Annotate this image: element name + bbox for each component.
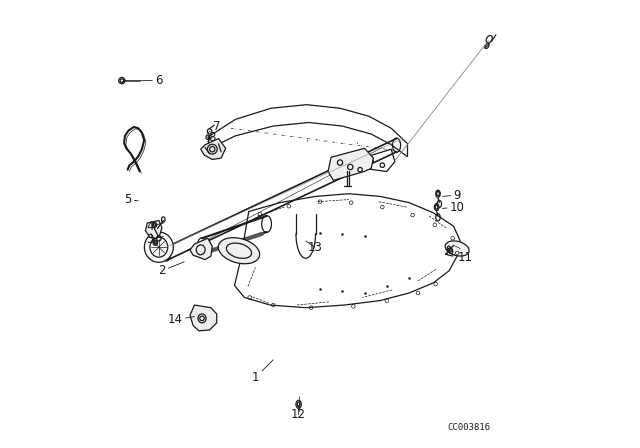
Text: 14: 14	[168, 313, 195, 326]
Text: 1: 1	[252, 360, 273, 384]
Polygon shape	[190, 238, 212, 260]
Text: 13: 13	[306, 241, 322, 254]
Text: 10: 10	[442, 201, 465, 214]
Text: 2: 2	[158, 262, 184, 277]
Polygon shape	[145, 220, 162, 238]
Text: 11: 11	[452, 251, 472, 264]
Text: 6: 6	[124, 74, 163, 87]
Polygon shape	[190, 305, 217, 331]
Text: 3: 3	[146, 233, 163, 246]
Ellipse shape	[218, 238, 260, 264]
Text: CC003816: CC003816	[447, 423, 491, 432]
Text: 9: 9	[442, 189, 461, 202]
Ellipse shape	[145, 232, 173, 262]
Polygon shape	[201, 138, 226, 159]
Text: 4: 4	[146, 220, 163, 233]
Polygon shape	[328, 148, 373, 181]
Text: 7: 7	[208, 121, 220, 134]
Ellipse shape	[445, 241, 469, 256]
Text: 12: 12	[291, 405, 306, 421]
Text: 8: 8	[208, 131, 216, 144]
Text: 5: 5	[124, 193, 138, 206]
